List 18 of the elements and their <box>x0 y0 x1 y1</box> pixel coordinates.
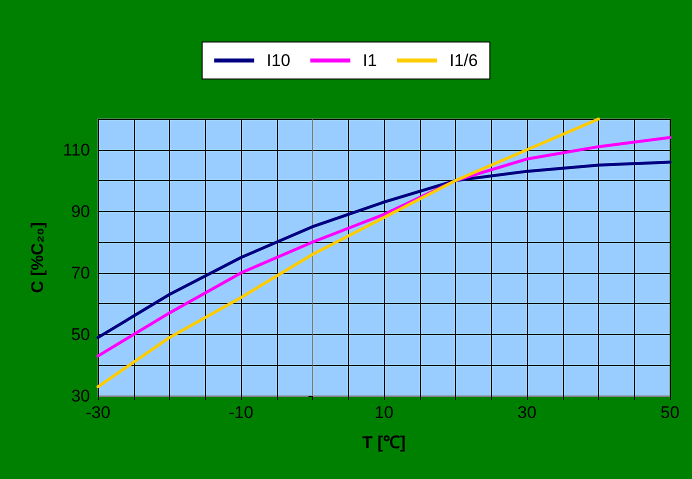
x-tick-label: 50 <box>660 403 680 422</box>
x-tick-label: 10 <box>374 403 394 422</box>
y-tick-label: 30 <box>71 386 90 406</box>
y-axis-title: C [%C₂₀] <box>28 222 47 293</box>
y-tick-label: 90 <box>71 202 90 221</box>
legend-label: I1 <box>362 51 377 70</box>
line-series <box>96 136 672 358</box>
y-tick-label: 50 <box>71 324 90 344</box>
x-tick-label: 30 <box>518 403 536 422</box>
line-series <box>96 118 600 388</box>
x-tick-label: -10 <box>228 403 254 422</box>
y-tick-label: 70 <box>71 263 90 282</box>
y-tick-label: 110 <box>62 140 90 160</box>
x-axis-title: T [℃] <box>362 433 406 452</box>
legend-label: I10 <box>266 51 290 70</box>
x-tick-label: -30 <box>86 403 110 422</box>
line-series <box>96 160 672 340</box>
legend-label: I1/6 <box>449 51 478 70</box>
